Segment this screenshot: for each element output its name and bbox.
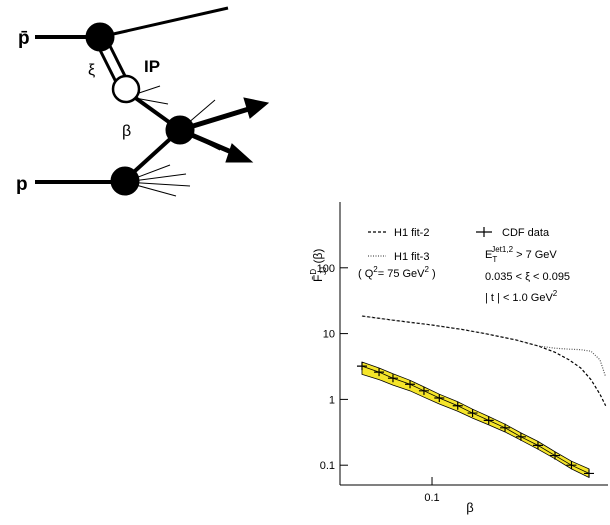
y-tick-label: 100 [317,263,335,275]
jet-arrowhead [243,97,270,119]
label-pomeron: IP [144,57,160,76]
legend-marker [476,227,492,237]
annotation-et: ETJet1,2 > 7 GeV [485,245,557,264]
pomeron-vertex [111,74,141,104]
annotation-xi: 0.035 < ξ < 0.095 [485,271,570,283]
y-tick-label: 10 [323,329,335,341]
data-point [566,461,577,470]
y-tick-label: 1 [329,394,335,406]
ann-sup: Jet1,2 [491,245,513,254]
data-point [452,401,463,410]
jet-arrowhead [225,143,254,163]
ann-sup: 2 [373,265,378,274]
ann-sub: T [492,255,497,264]
ann-sup: 2 [425,265,430,274]
label-xi: ξ [88,62,95,79]
data-point [434,394,445,402]
ann-part: = 75 GeV [378,268,425,280]
vertex [165,115,195,145]
vertex [110,166,140,196]
y-title-part: (β) [311,249,325,267]
data-point [532,441,543,450]
y-title-part: F̄ [311,275,325,282]
pbar-out [99,6,229,39]
ann-part: ) [429,268,436,280]
data-point [356,362,367,371]
data-point [374,368,385,377]
label-pbar: p̄ [18,28,30,49]
data-point [483,416,494,425]
legend-label: H1 fit-3 [394,251,429,263]
legend-label: CDF data [502,227,550,239]
data-point [584,469,595,478]
legend-label: H1 fit-2 [394,227,429,239]
data-point [405,380,416,389]
data-point [467,409,478,418]
data-point [418,386,429,395]
annotation-t: | t | < 1.0 GeV2 [485,289,558,304]
remnant [135,85,161,95]
data-point [515,432,526,441]
y-tick-label: 0.1 [320,460,335,472]
fit-curve [361,315,607,407]
remnant [134,97,169,105]
y-axis-title: F̄DJJ (β) [309,249,328,282]
ann-sup: 2 [553,289,558,298]
data-point [387,374,398,383]
label-p: p [16,174,28,195]
data-point [550,451,561,460]
x-tick-label: 0.1 [424,492,439,504]
ann-part: > 7 GeV [513,249,557,261]
annotation-q2: ( Q2= 75 GeV2 ) [358,265,436,280]
vertex [85,22,115,52]
data-point [500,423,511,432]
x-axis-title: β [466,500,473,515]
ann-part: | t | < 1.0 GeV [485,292,553,304]
y-title-sup: D [309,269,318,275]
ann-part: E [485,249,492,261]
ann-part: ( Q [358,268,374,280]
y-title-sub: JJ [319,267,328,275]
label-beta: β [122,123,131,140]
fit-curve [361,315,607,378]
diagram [35,6,270,197]
